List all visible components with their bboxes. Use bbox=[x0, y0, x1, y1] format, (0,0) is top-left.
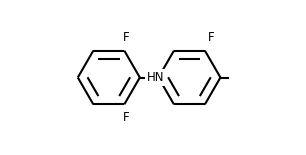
Text: HN: HN bbox=[147, 71, 164, 84]
Text: F: F bbox=[208, 31, 215, 44]
Text: F: F bbox=[123, 31, 129, 44]
Text: F: F bbox=[123, 111, 129, 124]
